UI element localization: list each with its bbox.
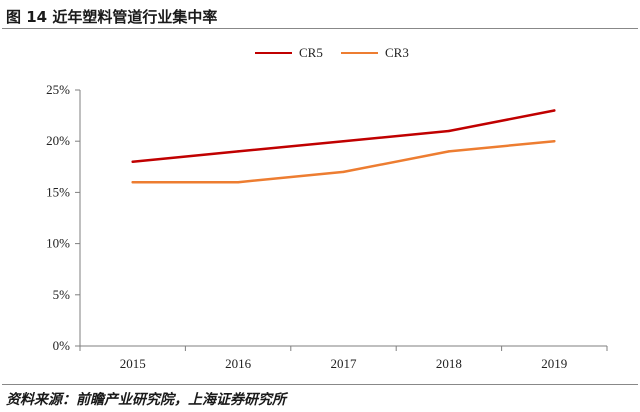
title-rule <box>2 28 638 29</box>
figure-header: 图 14 近年塑料管道行业集中率 <box>0 0 640 30</box>
x-tick-label: 2018 <box>436 356 462 371</box>
data-point-cr5 <box>236 150 240 153</box>
y-tick-label: 25% <box>46 82 70 97</box>
legend-label-cr5: CR5 <box>299 45 323 60</box>
x-tick-label: 2017 <box>331 356 358 371</box>
y-tick-label: 10% <box>46 236 70 251</box>
data-point-cr5 <box>553 109 556 112</box>
line-chart: CR5 CR3 0% 5% 10% 15% 20% 25% 2015 2016 2017 2018… <box>46 45 608 371</box>
axes: 0% 5% 10% 15% 20% 25% 2015 2016 2017 2018 2019 <box>46 82 608 371</box>
data-point-cr3 <box>342 170 345 174</box>
data-point-cr3 <box>447 150 451 153</box>
data-point-cr3 <box>131 180 134 184</box>
data-point-cr3 <box>236 180 240 184</box>
series-line-cr5 <box>131 109 556 163</box>
y-tick-label: 15% <box>46 184 70 199</box>
source-note: 资料来源：前瞻产业研究院，上海证券研究所 <box>6 392 286 408</box>
x-tick-label: 2019 <box>541 356 567 371</box>
figure-title: 图 14 近年塑料管道行业集中率 <box>6 8 218 26</box>
data-point-cr5 <box>342 140 345 143</box>
y-tick-label: 20% <box>46 133 70 148</box>
data-point-cr5 <box>131 160 134 163</box>
x-tick-label: 2016 <box>225 356 252 371</box>
y-tick-label: 5% <box>53 287 71 302</box>
y-tick-label: 0% <box>53 338 71 353</box>
legend: CR5 CR3 <box>255 45 409 60</box>
source-rule <box>2 384 638 385</box>
data-point-cr5 <box>447 129 451 133</box>
series-group <box>131 109 556 184</box>
legend-label-cr3: CR3 <box>385 45 409 60</box>
data-point-cr3 <box>553 140 556 143</box>
x-tick-label: 2015 <box>120 356 146 371</box>
series-line-cr3 <box>131 139 556 184</box>
